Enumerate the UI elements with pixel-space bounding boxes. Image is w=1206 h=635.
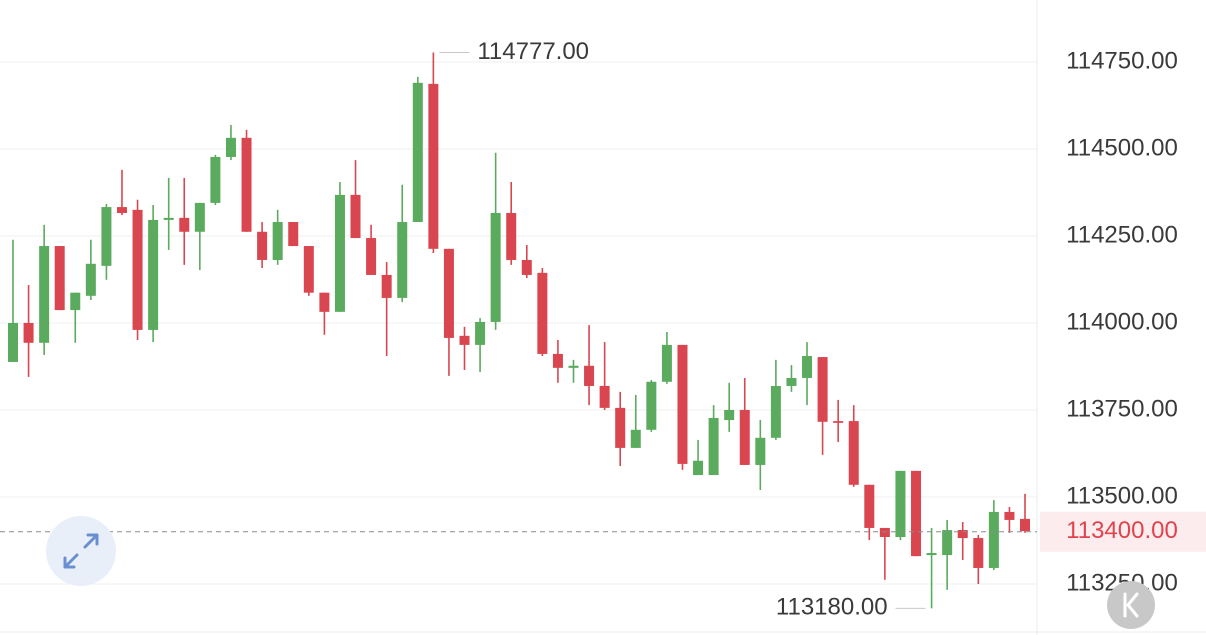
candle-body	[210, 156, 221, 203]
candle-body	[942, 530, 953, 556]
y-tick-label: 113750.00	[1066, 395, 1178, 422]
current-price-bg	[1040, 511, 1206, 552]
candle-body	[148, 219, 159, 330]
annotation-label: 114777.00	[477, 38, 589, 65]
candle-body	[241, 137, 252, 232]
candle-body	[163, 217, 174, 220]
candle-body	[661, 344, 672, 382]
kline-icon	[1123, 592, 1139, 618]
candle-body	[833, 421, 844, 423]
candle-body	[988, 511, 999, 568]
candle-body	[132, 209, 143, 330]
candle-body	[879, 527, 890, 537]
candle-body	[957, 530, 968, 539]
candle-body	[770, 385, 781, 438]
expand-button[interactable]	[46, 516, 116, 586]
candle-body	[381, 274, 392, 298]
candle-body	[926, 553, 937, 556]
y-tick-label: 114250.00	[1066, 221, 1178, 248]
candle-body	[646, 381, 657, 430]
candle-body	[552, 353, 563, 368]
candle-body	[350, 194, 361, 239]
candle-body	[288, 222, 299, 247]
candle-body	[537, 272, 548, 354]
candle-body	[85, 263, 96, 296]
kline-button[interactable]	[1107, 581, 1155, 629]
candle-body	[397, 222, 408, 298]
candle-body	[334, 194, 345, 312]
candle-body	[786, 377, 797, 386]
candle-body	[39, 246, 50, 343]
candle-body	[755, 437, 766, 465]
candle-body	[490, 212, 501, 322]
candle-body	[739, 409, 750, 465]
overlay: 113400.00 114777.00 113180.00	[0, 38, 1206, 621]
current-price-label: 113400.00	[1066, 517, 1178, 544]
candle-body	[1004, 511, 1015, 520]
annotation-label: 113180.00	[776, 594, 888, 621]
candle-body	[1020, 518, 1030, 532]
candle-body	[116, 207, 127, 213]
y-tick-label: 113500.00	[1066, 482, 1178, 509]
candle-body	[70, 292, 81, 311]
candle-body	[911, 470, 922, 557]
candle-body	[724, 409, 735, 421]
expand-icon	[63, 533, 99, 569]
candle-body	[428, 83, 439, 249]
candle-body	[225, 137, 236, 157]
candle-body	[366, 238, 377, 275]
candle-body	[817, 357, 828, 422]
candle-body	[599, 385, 610, 408]
candle-body	[802, 356, 813, 378]
grid: 113250.00113500.00113750.00114000.001142…	[0, 47, 1178, 596]
candle-body	[521, 259, 532, 275]
candle-body	[864, 484, 875, 528]
candle-body	[708, 417, 719, 476]
expand-button-bg[interactable]	[46, 516, 116, 586]
candle-body	[179, 217, 190, 232]
candles	[8, 52, 1030, 609]
candle-body	[272, 222, 283, 260]
candle-body	[303, 246, 314, 293]
candle-body	[194, 202, 205, 232]
candle-body	[443, 248, 454, 338]
candle-body	[23, 322, 34, 343]
candle-body	[677, 344, 688, 464]
candle-body	[475, 321, 486, 345]
candle-body	[319, 292, 330, 312]
candle-body	[101, 207, 112, 266]
candle-body	[568, 365, 579, 368]
candle-body	[693, 460, 704, 476]
candle-body	[630, 429, 641, 448]
y-tick-label: 114500.00	[1066, 134, 1178, 161]
candle-body	[257, 231, 268, 260]
candle-body	[8, 322, 18, 362]
candle-body	[54, 246, 65, 311]
candle-body	[459, 335, 470, 345]
candle-body	[412, 82, 423, 223]
candle-body	[584, 365, 595, 386]
y-tick-label: 114750.00	[1066, 47, 1178, 74]
candle-body	[615, 407, 626, 448]
candle-body	[895, 470, 906, 537]
y-tick-label: 114000.00	[1066, 308, 1178, 335]
candle-body	[848, 421, 859, 485]
candle-body	[973, 538, 984, 568]
kline-button-bg[interactable]	[1107, 581, 1155, 629]
candle-body	[506, 212, 517, 260]
